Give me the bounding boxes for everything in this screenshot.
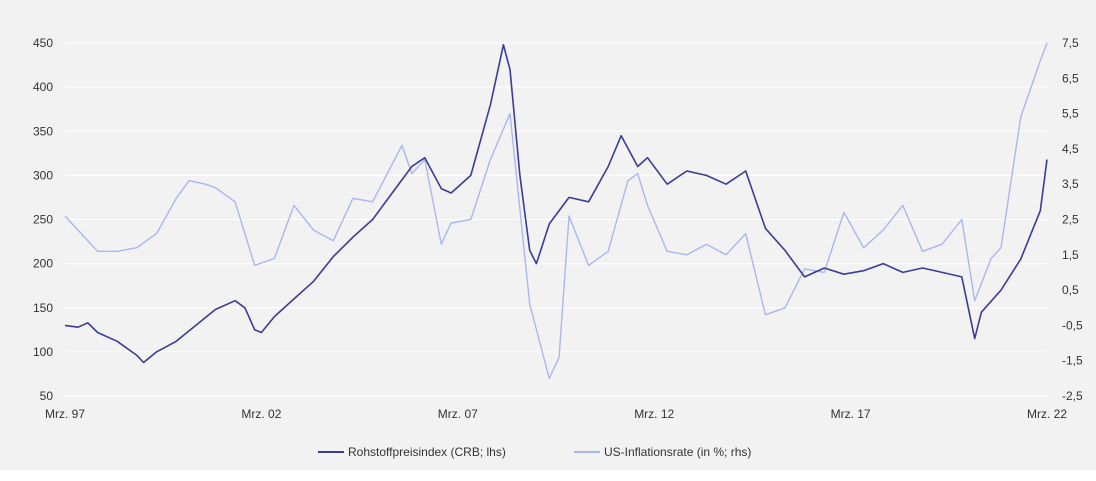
x-tick-label: Mrz. 97	[45, 407, 85, 421]
right-axis-ticks: 7,5 6,5 5,5 4,5 3,5 2,5 1,5 0,5 -0,5 -1,5 -2,5	[1062, 36, 1083, 403]
left-tick-label: 250	[33, 213, 53, 227]
legend: Rohstoffpreisindex (CRB; lhs) US-Inflati…	[318, 445, 751, 459]
left-tick-label: 50	[40, 389, 54, 403]
x-tick-label: Mrz. 12	[634, 407, 674, 421]
x-tick-label: Mrz. 02	[241, 407, 281, 421]
right-tick-label: 1,5	[1062, 248, 1079, 262]
x-tick-label: Mrz. 07	[438, 407, 478, 421]
legend-label-commodity: Rohstoffpreisindex (CRB; lhs)	[348, 445, 506, 459]
left-tick-label: 300	[33, 168, 53, 182]
left-tick-label: 450	[33, 36, 53, 50]
right-tick-label: 5,5	[1062, 107, 1079, 121]
right-tick-label: 7,5	[1062, 36, 1079, 50]
left-tick-label: 100	[33, 345, 53, 359]
left-tick-label: 400	[33, 80, 53, 94]
x-axis-ticks: Mrz. 97 Mrz. 02 Mrz. 07 Mrz. 12 Mrz. 17 Mrz. …	[45, 407, 1067, 421]
chart-panel: 450 400 350 300 250 200 150 100 50 7,5 6,5 5,5 4,5 3…	[0, 0, 1096, 470]
chart: 450 400 350 300 250 200 150 100 50 7,5 6,5 5,5 4,5 3…	[33, 36, 1083, 459]
x-tick-label: Mrz. 22	[1027, 407, 1067, 421]
series-lines	[64, 42, 1048, 380]
series-line-commodity-index	[64, 43, 1048, 364]
x-tick-label: Mrz. 17	[831, 407, 871, 421]
left-tick-label: 200	[33, 257, 53, 271]
right-tick-label: -1,5	[1062, 354, 1083, 368]
right-tick-label: 0,5	[1062, 283, 1079, 297]
right-tick-label: 3,5	[1062, 177, 1079, 191]
left-tick-label: 150	[33, 301, 53, 315]
right-tick-label: 6,5	[1062, 71, 1079, 85]
gridlines	[65, 42, 1047, 397]
left-axis-ticks: 450 400 350 300 250 200 150 100 50	[33, 36, 53, 403]
left-tick-label: 350	[33, 124, 53, 138]
right-tick-label: 2,5	[1062, 213, 1079, 227]
series-line-us-inflation	[64, 42, 1048, 380]
right-tick-label: -0,5	[1062, 318, 1083, 332]
right-tick-label: 4,5	[1062, 142, 1079, 156]
legend-label-inflation: US-Inflationsrate (in %; rhs)	[604, 445, 751, 459]
right-tick-label: -2,5	[1062, 389, 1083, 403]
